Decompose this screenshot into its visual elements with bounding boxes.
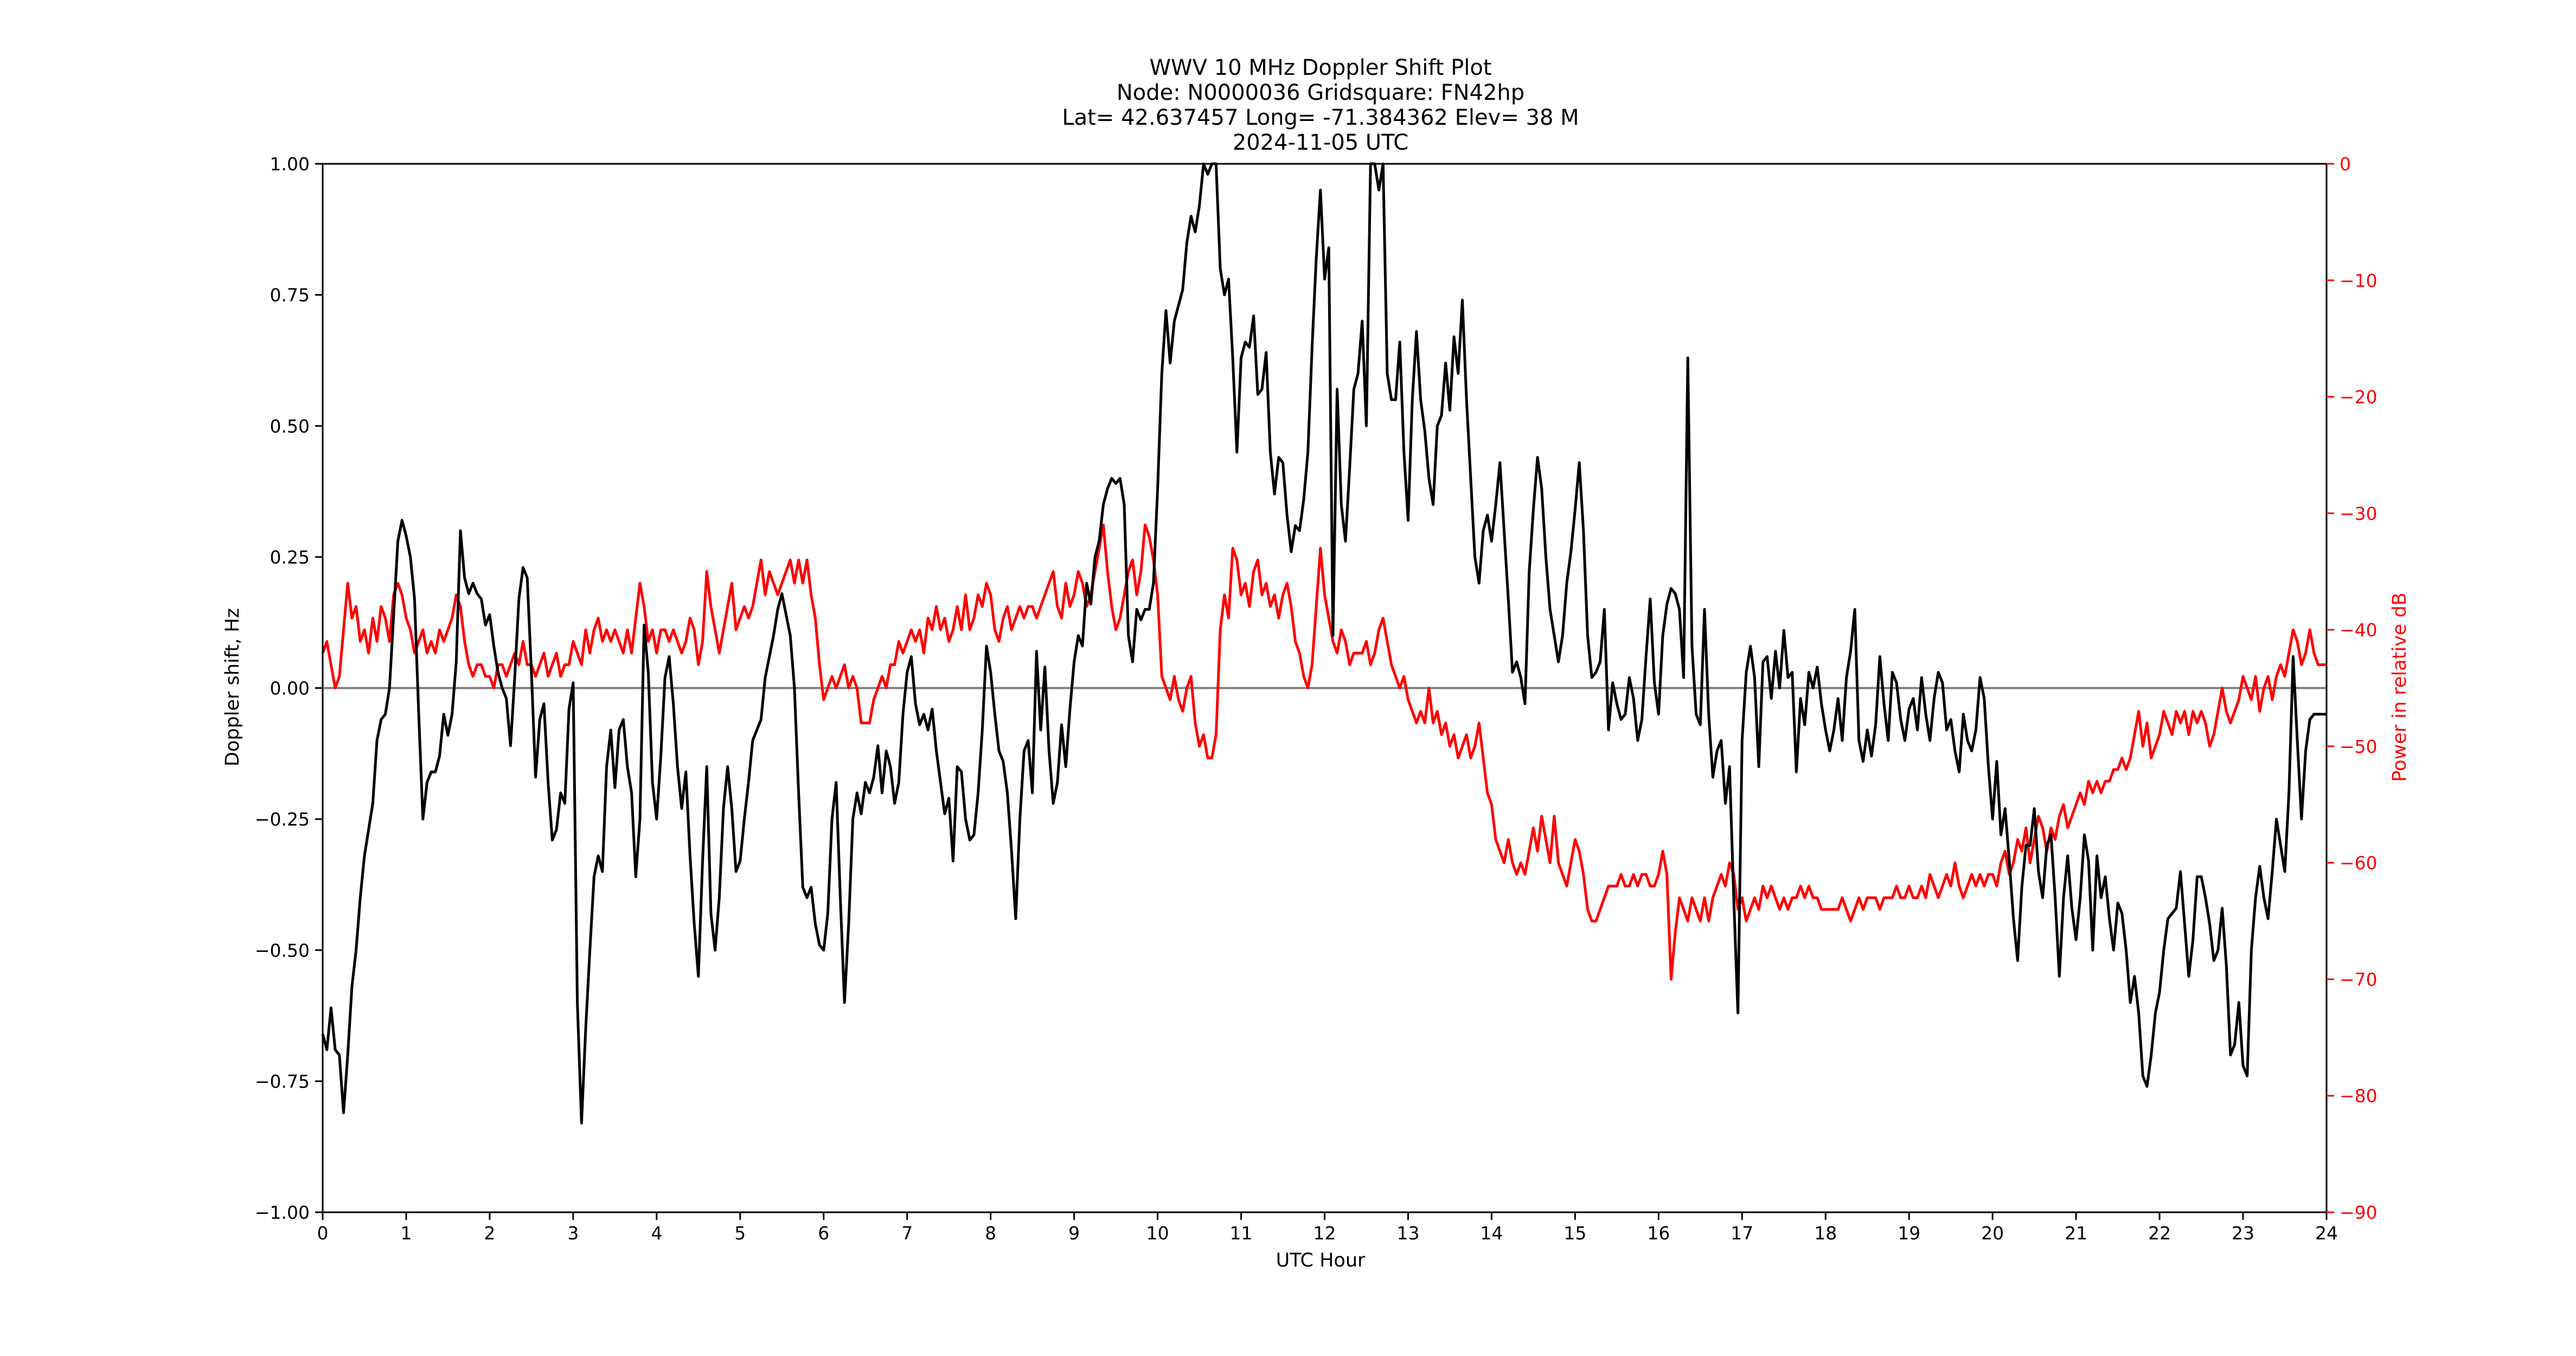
x-tick-label: 24 <box>2315 1223 2338 1244</box>
right-y-tick-label: −60 <box>2340 853 2378 874</box>
right-y-tick-label: −90 <box>2340 1202 2378 1223</box>
x-tick-label: 1 <box>400 1223 412 1244</box>
right-y-tick-label: −70 <box>2340 969 2378 990</box>
left-y-tick-label: −1.00 <box>255 1202 310 1223</box>
x-tick-label: 17 <box>1731 1223 1753 1244</box>
x-tick-label: 20 <box>1981 1223 2004 1244</box>
doppler-series-line <box>321 162 2327 1125</box>
left-y-tick-label: 0.00 <box>270 678 310 699</box>
left-y-tick-label: −0.25 <box>255 809 310 830</box>
chart-subtitle-location: Lat= 42.637457 Long= -71.384362 Elev= 38… <box>1062 105 1579 130</box>
x-tick-label: 22 <box>2148 1223 2171 1244</box>
chart-title: WWV 10 MHz Doppler Shift Plot <box>1149 55 1491 80</box>
right-y-tick-label: −50 <box>2340 736 2378 757</box>
x-tick-label: 9 <box>1068 1223 1080 1244</box>
x-tick-label: 3 <box>567 1223 579 1244</box>
chart-subtitle-node: Node: N0000036 Gridsquare: FN42hp <box>1117 80 1524 105</box>
right-y-tick-label: −80 <box>2340 1085 2378 1106</box>
x-tick-label: 11 <box>1230 1223 1253 1244</box>
x-tick-label: 14 <box>1480 1223 1503 1244</box>
right-y-tick-label: −10 <box>2340 270 2378 291</box>
power-series-line <box>321 523 2327 981</box>
right-y-axis: 0 −10 −20 −30 −40 −50 −60 −70 −80 −90 <box>2327 153 2378 1223</box>
x-tick-label: 13 <box>1396 1223 1419 1244</box>
right-y-tick-label: 0 <box>2340 153 2351 175</box>
left-y-tick-label: 1.00 <box>270 153 310 175</box>
right-y-tick-label: −30 <box>2340 503 2378 524</box>
x-tick-label: 7 <box>901 1223 913 1244</box>
x-tick-label: 2 <box>484 1223 495 1244</box>
x-axis: 0 1 2 3 4 5 6 7 8 9 10 11 12 13 14 15 16 17 18 19 20 21 22 23 24 <box>317 1212 2338 1244</box>
x-tick-label: 4 <box>651 1223 662 1244</box>
left-y-tick-label: −0.75 <box>255 1071 310 1092</box>
right-y-axis-label: Power in relative dB <box>2389 592 2411 782</box>
x-tick-label: 19 <box>1898 1223 1920 1244</box>
x-tick-label: 6 <box>818 1223 829 1244</box>
right-y-tick-label: −20 <box>2340 387 2378 408</box>
x-axis-label: UTC Hour <box>1276 1250 1366 1271</box>
plot-area <box>321 162 2327 1125</box>
x-tick-label: 10 <box>1146 1223 1169 1244</box>
x-tick-label: 8 <box>985 1223 996 1244</box>
left-y-tick-label: 0.75 <box>270 285 310 306</box>
left-y-tick-label: 0.25 <box>270 547 310 568</box>
left-y-axis: 1.00 0.75 0.50 0.25 0.00 −0.25 −0.50 −0.75 −1.00 <box>255 153 323 1223</box>
x-tick-label: 21 <box>2065 1223 2087 1244</box>
x-tick-label: 15 <box>1563 1223 1586 1244</box>
left-y-tick-label: −0.50 <box>255 940 310 961</box>
x-tick-label: 5 <box>734 1223 746 1244</box>
chart-subtitle-date: 2024-11-05 UTC <box>1233 130 1408 155</box>
x-tick-label: 18 <box>1814 1223 1837 1244</box>
x-tick-label: 0 <box>317 1223 329 1244</box>
x-tick-label: 16 <box>1647 1223 1670 1244</box>
x-tick-label: 23 <box>2232 1223 2254 1244</box>
right-y-tick-label: −40 <box>2340 619 2378 641</box>
left-y-axis-label: Doppler shift, Hz <box>222 608 243 766</box>
x-tick-label: 12 <box>1313 1223 1336 1244</box>
left-y-tick-label: 0.50 <box>270 415 310 437</box>
